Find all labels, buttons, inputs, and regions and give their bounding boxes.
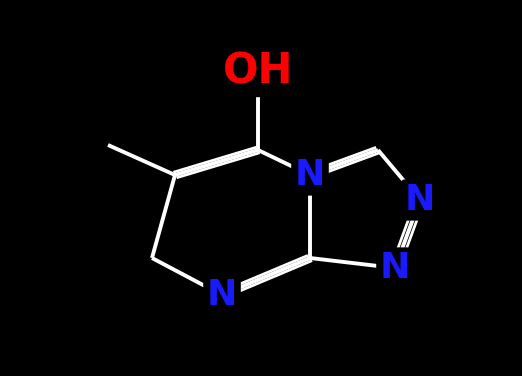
Text: N: N (405, 183, 435, 217)
Text: N: N (207, 278, 237, 312)
Text: N: N (295, 158, 325, 192)
Text: N: N (380, 251, 410, 285)
Text: OH: OH (223, 51, 293, 93)
